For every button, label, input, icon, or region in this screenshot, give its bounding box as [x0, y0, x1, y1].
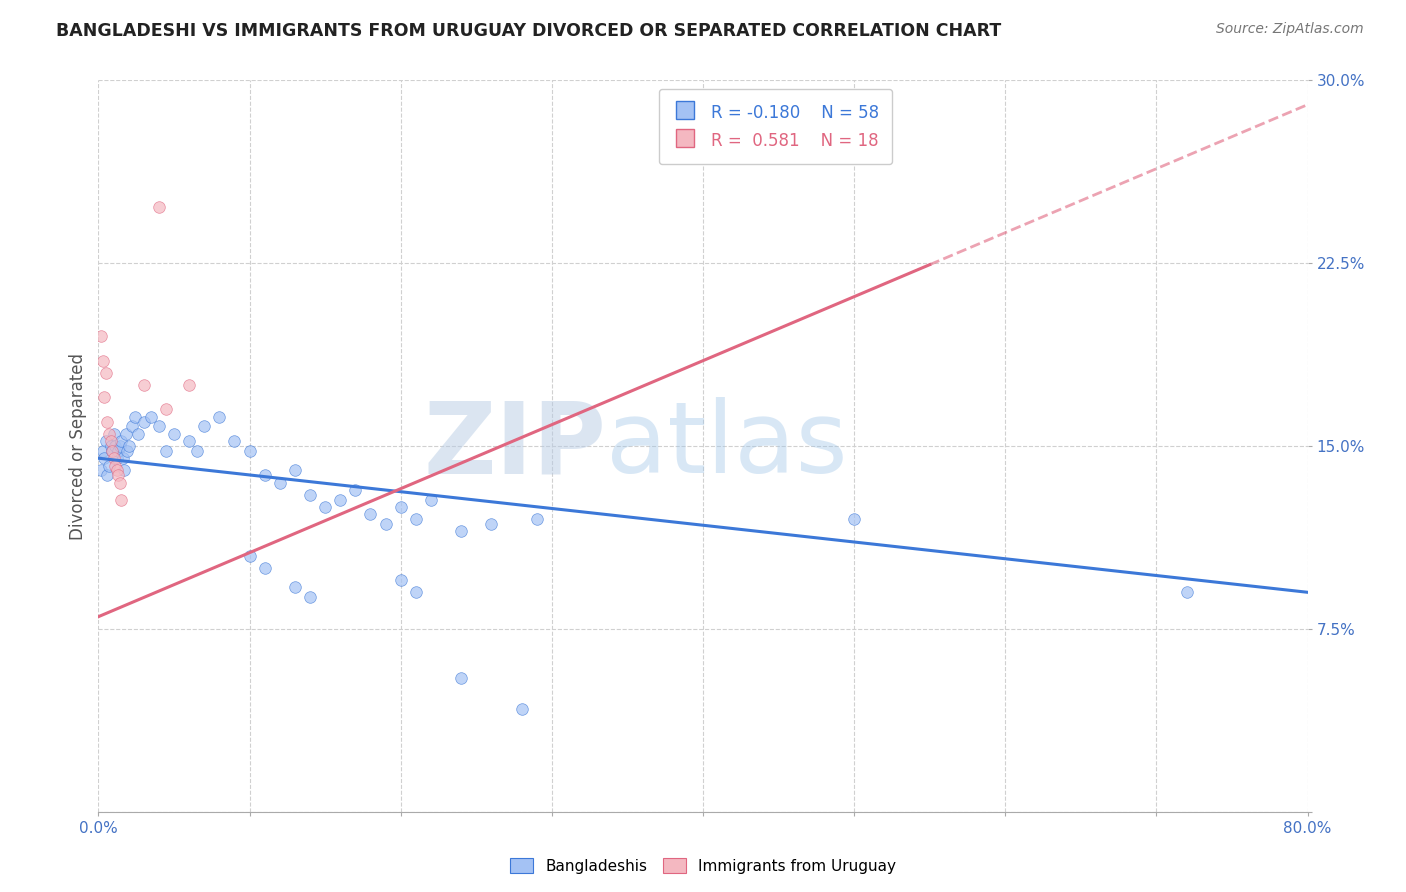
Point: [344, 483, 367, 497]
Point: [299, 590, 322, 604]
Legend: Bangladeshis, Immigrants from Uruguay: Bangladeshis, Immigrants from Uruguay: [505, 852, 901, 880]
Text: atlas: atlas: [606, 398, 848, 494]
Point: [127, 426, 149, 441]
Text: Source: ZipAtlas.com: Source: ZipAtlas.com: [1216, 22, 1364, 37]
Point: [108, 439, 131, 453]
Point: [96, 468, 118, 483]
Point: [124, 409, 146, 424]
Point: [110, 434, 132, 449]
Point: [450, 524, 472, 539]
Point: [90, 329, 112, 343]
Point: [155, 443, 177, 458]
Point: [420, 492, 443, 507]
Point: [108, 475, 131, 490]
Point: [148, 419, 170, 434]
Point: [101, 443, 124, 458]
Point: [91, 353, 114, 368]
Point: [179, 378, 201, 392]
Point: [103, 451, 125, 466]
Point: [115, 443, 138, 458]
Point: [844, 512, 866, 526]
Point: [253, 468, 276, 483]
Point: [107, 443, 129, 458]
Text: ZIP: ZIP: [423, 398, 606, 494]
Point: [104, 439, 127, 453]
Point: [450, 671, 472, 685]
Point: [141, 409, 163, 424]
Point: [526, 512, 548, 526]
Point: [329, 492, 352, 507]
Point: [118, 439, 141, 453]
Point: [121, 419, 143, 434]
Point: [104, 458, 127, 473]
Point: [114, 426, 136, 441]
Point: [96, 415, 118, 429]
Point: [100, 439, 122, 453]
Point: [93, 451, 115, 466]
Point: [360, 508, 382, 522]
Point: [91, 443, 114, 458]
Point: [284, 581, 307, 595]
Point: [93, 390, 115, 404]
Point: [481, 516, 503, 531]
Point: [101, 443, 124, 458]
Point: [179, 434, 201, 449]
Point: [105, 463, 128, 477]
Point: [110, 492, 132, 507]
Point: [239, 549, 262, 563]
Point: [208, 409, 231, 424]
Point: [405, 512, 427, 526]
Point: [90, 463, 112, 477]
Point: [314, 500, 336, 514]
Point: [107, 468, 129, 483]
Point: [94, 434, 117, 449]
Point: [224, 434, 246, 449]
Point: [389, 500, 412, 514]
Point: [155, 402, 177, 417]
Point: [374, 516, 396, 531]
Point: [269, 475, 291, 490]
Point: [148, 200, 170, 214]
Point: [405, 585, 427, 599]
Point: [163, 426, 186, 441]
Point: [100, 434, 122, 449]
Point: [132, 378, 155, 392]
Point: [510, 702, 533, 716]
Point: [1175, 585, 1198, 599]
Point: [98, 458, 121, 473]
Point: [186, 443, 208, 458]
Point: [132, 415, 155, 429]
Point: [253, 561, 276, 575]
Point: [239, 443, 262, 458]
Point: [389, 573, 412, 587]
Point: [103, 426, 125, 441]
Y-axis label: Divorced or Separated: Divorced or Separated: [69, 352, 87, 540]
Point: [193, 419, 215, 434]
Point: [111, 451, 134, 466]
Legend: R = -0.180    N = 58, R =  0.581    N = 18: R = -0.180 N = 58, R = 0.581 N = 18: [659, 88, 893, 164]
Point: [284, 463, 307, 477]
Point: [105, 451, 128, 466]
Point: [98, 426, 121, 441]
Text: BANGLADESHI VS IMMIGRANTS FROM URUGUAY DIVORCED OR SEPARATED CORRELATION CHART: BANGLADESHI VS IMMIGRANTS FROM URUGUAY D…: [56, 22, 1001, 40]
Point: [299, 488, 322, 502]
Point: [112, 463, 135, 477]
Point: [94, 366, 117, 380]
